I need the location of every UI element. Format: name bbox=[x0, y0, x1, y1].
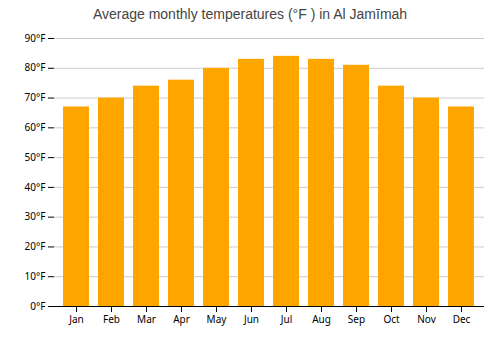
svg-text:0°F: 0°F bbox=[30, 299, 45, 313]
svg-text:Nov: Nov bbox=[417, 312, 436, 326]
svg-text:May: May bbox=[207, 312, 228, 326]
html-text:Average monthly temperatures (: Average monthly temperatures (°F ) in Al… bbox=[92, 6, 408, 22]
svg-text:Jan: Jan bbox=[68, 312, 84, 326]
svg-text:Jun: Jun bbox=[243, 312, 259, 326]
svg-text:10°F: 10°F bbox=[25, 269, 46, 283]
svg-text:70°F: 70°F bbox=[25, 90, 46, 104]
svg-text:20°F: 20°F bbox=[25, 239, 46, 253]
svg-text:Apr: Apr bbox=[173, 312, 190, 326]
svg-text:40°F: 40°F bbox=[25, 180, 46, 194]
svg-text:30°F: 30°F bbox=[25, 209, 46, 223]
svg-text:Dec: Dec bbox=[453, 312, 471, 326]
svg-text:Sep: Sep bbox=[348, 312, 365, 326]
svg-text:Jul: Jul bbox=[280, 312, 293, 326]
svg-text:Aug: Aug bbox=[312, 312, 331, 326]
svg-text:Oct: Oct bbox=[383, 312, 400, 326]
svg-text:50°F: 50°F bbox=[25, 150, 46, 164]
svg-text:80°F: 80°F bbox=[25, 60, 46, 74]
svg-text:60°F: 60°F bbox=[25, 120, 46, 134]
svg-text:Feb: Feb bbox=[103, 312, 120, 326]
svg-text:Mar: Mar bbox=[137, 312, 156, 326]
svg-text:90°F: 90°F bbox=[25, 31, 46, 45]
